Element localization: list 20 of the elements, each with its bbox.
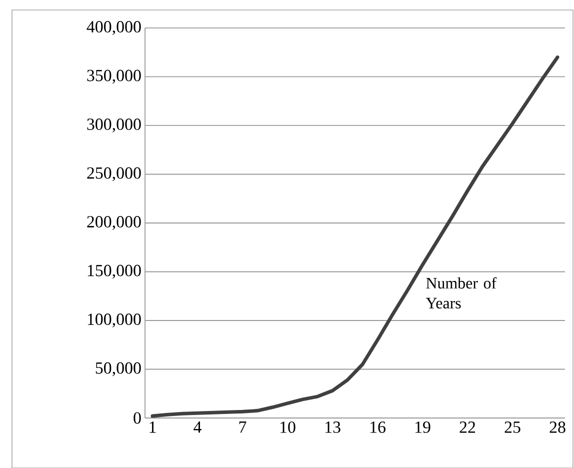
- x-tick-label: 28: [550, 421, 566, 433]
- y-tick-label: 100,000: [88, 313, 141, 328]
- y-tick-label: 150,000: [88, 264, 141, 278]
- x-tick-label: 7: [239, 421, 246, 432]
- y-tick-label: 250,000: [87, 167, 141, 181]
- annotation: Number of Years: [426, 277, 497, 308]
- y-tick-label: 50,000: [96, 362, 141, 376]
- x-tick-label: 13: [326, 421, 340, 433]
- x-tick-label: 22: [460, 421, 476, 433]
- x-tick-label: 1: [150, 421, 156, 433]
- x-tick-label: 19: [416, 421, 430, 433]
- y-tick-label: 400,000: [86, 20, 141, 35]
- x-tick-label: 16: [370, 421, 386, 433]
- y-tick-label: 0: [134, 412, 141, 424]
- x-tick-label: 10: [280, 421, 296, 433]
- y-tick-label: 300,000: [87, 118, 141, 132]
- x-tick-label: 4: [194, 421, 202, 432]
- y-tick-label: 200,000: [87, 216, 141, 230]
- x-tick-label: 25: [504, 421, 520, 433]
- y-tick-label: 350,000: [87, 70, 141, 84]
